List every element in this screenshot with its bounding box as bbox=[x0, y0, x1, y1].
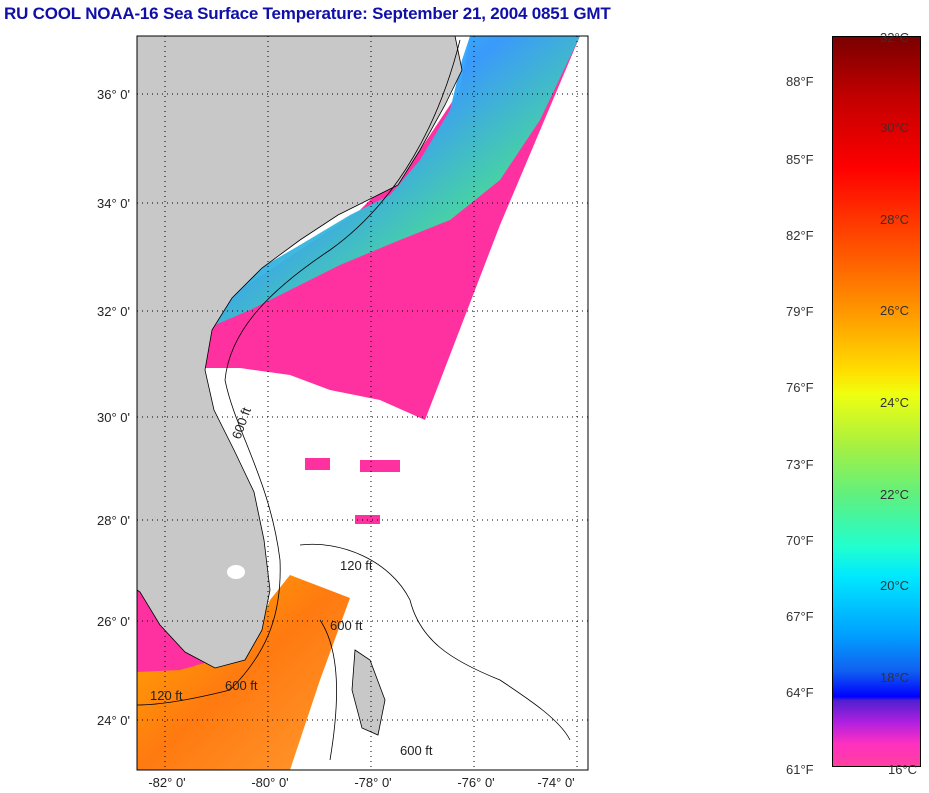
lon-label: -80° 0' bbox=[251, 775, 288, 790]
contour-label: 600 ft bbox=[225, 678, 258, 693]
lake-okeechobee bbox=[227, 565, 245, 579]
contour-label: 120 ft bbox=[150, 688, 183, 703]
celsius-tick: 22°C bbox=[880, 487, 910, 502]
depth-contour bbox=[299, 543, 571, 741]
lon-label: -74° 0' bbox=[537, 775, 574, 790]
sst-swath-warm bbox=[137, 575, 350, 770]
celsius-tick: 26°C bbox=[880, 303, 910, 318]
lat-label: 36° 0' bbox=[97, 87, 130, 102]
fahrenheit-tick: 79°F bbox=[786, 304, 814, 319]
fahrenheit-tick: 73°F bbox=[786, 457, 814, 472]
fahrenheit-tick: 61°F bbox=[786, 762, 814, 777]
sst-swath-coastal bbox=[212, 36, 580, 325]
lon-label: -76° 0' bbox=[457, 775, 494, 790]
fahrenheit-tick: 67°F bbox=[786, 609, 814, 624]
fahrenheit-tick: 64°F bbox=[786, 685, 814, 700]
celsius-tick: 18°C bbox=[880, 670, 910, 685]
lat-label: 30° 0' bbox=[97, 410, 130, 425]
celsius-tick: 16°C bbox=[888, 762, 918, 777]
lat-label: 24° 0' bbox=[97, 713, 130, 728]
contour-label: 600 ft bbox=[400, 743, 433, 758]
temperature-colorbar bbox=[832, 36, 921, 767]
lon-label: -78° 0' bbox=[354, 775, 391, 790]
depth-contour bbox=[319, 619, 337, 761]
fahrenheit-tick: 70°F bbox=[786, 533, 814, 548]
land-bahamas bbox=[351, 649, 386, 736]
fahrenheit-tick: 82°F bbox=[786, 228, 814, 243]
celsius-tick: 30°C bbox=[880, 120, 910, 135]
celsius-tick: 32°C bbox=[880, 30, 910, 45]
lat-label: 28° 0' bbox=[97, 513, 130, 528]
fahrenheit-tick: 85°F bbox=[786, 152, 814, 167]
fahrenheit-tick: 88°F bbox=[786, 74, 814, 89]
sst-patch bbox=[360, 460, 400, 472]
depth-contour bbox=[137, 39, 461, 706]
lon-label: -82° 0' bbox=[148, 775, 185, 790]
lat-label: 26° 0' bbox=[97, 614, 130, 629]
lat-label: 32° 0' bbox=[97, 304, 130, 319]
contour-label: 600 ft bbox=[330, 618, 363, 633]
celsius-tick: 28°C bbox=[880, 212, 910, 227]
sst-patch bbox=[305, 458, 330, 470]
fahrenheit-tick: 76°F bbox=[786, 380, 814, 395]
lat-label: 34° 0' bbox=[97, 196, 130, 211]
land-us-southeast-florida bbox=[137, 36, 463, 669]
contour-label: 120 ft bbox=[340, 558, 373, 573]
map-frame bbox=[136, 35, 589, 771]
graticule bbox=[137, 36, 588, 770]
celsius-tick: 20°C bbox=[880, 578, 910, 593]
celsius-tick: 24°C bbox=[880, 395, 910, 410]
map-title: RU COOL NOAA-16 Sea Surface Temperature:… bbox=[4, 4, 611, 23]
